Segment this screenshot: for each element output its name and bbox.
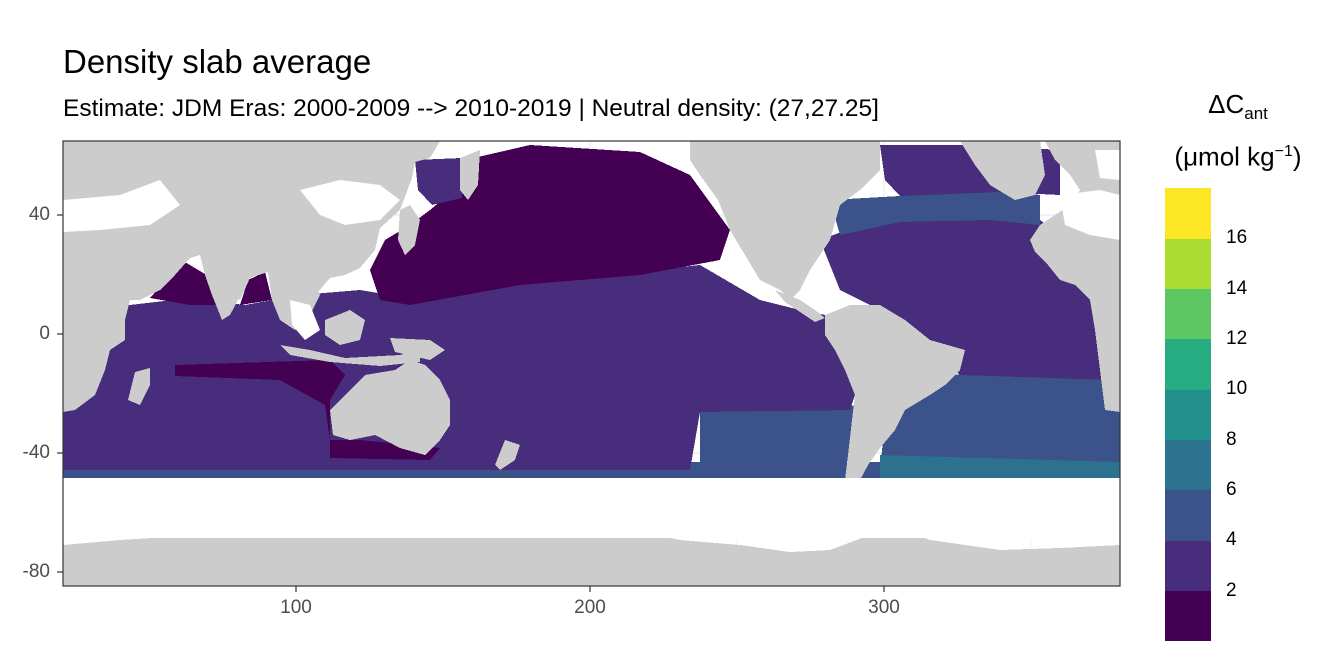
land-south-america — [825, 305, 965, 500]
land-madagascar — [128, 368, 150, 405]
legend-label: 14 — [1226, 277, 1248, 299]
legend-swatch — [1165, 288, 1211, 340]
legend-label: 12 — [1226, 328, 1248, 349]
land-north-america — [690, 141, 880, 300]
field-pacific-indian — [63, 265, 865, 470]
x-tick-label: 300 — [868, 597, 900, 618]
legend-label: 6 — [1226, 479, 1237, 500]
land-india — [200, 255, 240, 320]
land-africa-south — [63, 300, 130, 412]
x-tick-label: 100 — [280, 597, 312, 618]
field-south-atlantic — [880, 372, 1120, 470]
legend-label: 16 — [1226, 227, 1248, 249]
legend-swatch — [1165, 339, 1211, 390]
land-new-zealand — [495, 440, 520, 470]
plot-subtitle: Estimate: JDM Eras: 2000-2009 --> 2010-2… — [63, 95, 879, 122]
legend-title: ΔCant — [1208, 89, 1268, 124]
land-borneo — [325, 310, 365, 345]
plot-title: Density slab average — [63, 43, 372, 80]
legend-swatch — [1165, 590, 1211, 642]
legend-label: 4 — [1226, 529, 1237, 551]
legend-swatch — [1165, 188, 1211, 239]
legend-label: 2 — [1226, 579, 1237, 601]
legend-swatch — [1165, 490, 1211, 541]
axis-ticks — [57, 214, 885, 592]
panel-border — [62, 140, 1121, 587]
y-tick-label: 40 — [28, 204, 50, 225]
land-new-guinea — [390, 338, 445, 360]
field-sw-atlantic — [880, 455, 1120, 484]
map-panel — [63, 141, 1120, 586]
legend-swatch — [1165, 238, 1211, 290]
field-north-atlantic-subpolar — [830, 190, 1040, 235]
no-data-regions — [63, 150, 1120, 538]
y-tick-label: 0 — [39, 323, 50, 344]
x-tick-label: 200 — [574, 597, 606, 618]
legend-swatch — [1165, 540, 1211, 592]
y-tick-label: -40 — [22, 442, 50, 463]
y-tick-label: -80 — [22, 561, 50, 582]
land-greenland — [960, 141, 1045, 200]
legend-swatch — [1165, 439, 1211, 491]
legend-swatch — [1165, 389, 1211, 441]
legend-unit: (μmol kg−1) — [1174, 141, 1302, 172]
land-japan — [398, 205, 420, 255]
legend-label: 8 — [1226, 428, 1237, 450]
land-australia — [330, 360, 450, 455]
legend-label: 10 — [1226, 378, 1248, 400]
no-data-southern-ocean — [63, 478, 1120, 538]
